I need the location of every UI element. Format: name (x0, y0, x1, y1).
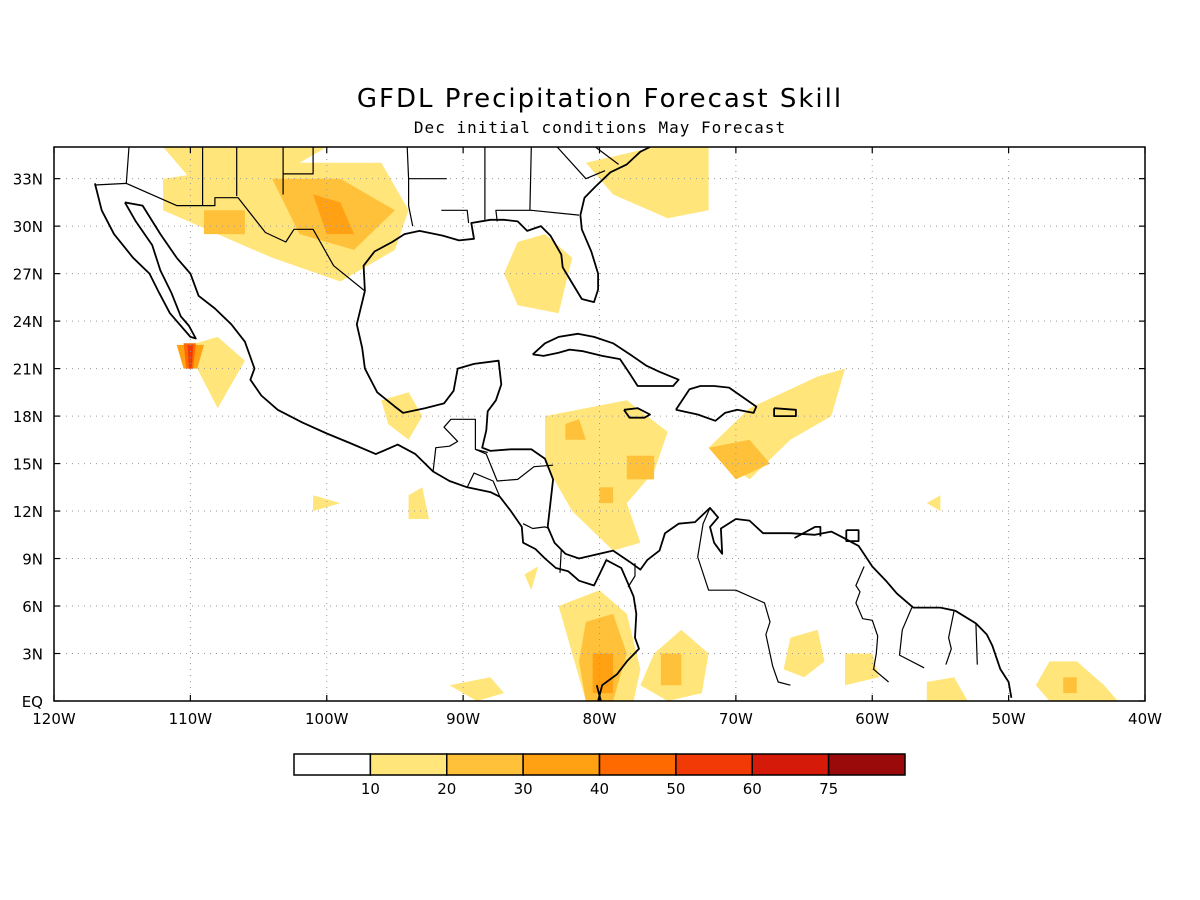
colorbar-label: 20 (437, 780, 456, 798)
skill-contours (163, 147, 1118, 701)
map-title: GFDL Precipitation Forecast Skill (356, 84, 844, 114)
skill-region-level-1 (313, 495, 341, 512)
lat-tick-label: EQ (22, 693, 43, 711)
skill-region-level-1 (449, 677, 504, 701)
colorbar-swatch (446, 753, 524, 776)
lon-tick-label: 90W (446, 710, 480, 728)
skill-region-level-2 (660, 653, 682, 686)
coastline (595, 684, 602, 701)
lat-tick-label: 3N (22, 646, 43, 664)
lat-tick-label: 18N (13, 408, 43, 426)
coastline (94, 183, 197, 340)
map-axes: 120W 110W 100W 90W 80W 70W 60W 50W 40W EQ 3N 6N 9N 12… (13, 147, 1162, 728)
lon-tick-label: 40W (1128, 710, 1162, 728)
colorbar-swatch (751, 753, 830, 776)
skill-region-level-2 (708, 439, 770, 480)
lat-tick-label: 15N (13, 456, 43, 474)
colorbar-label: 60 (743, 780, 762, 798)
border-line (522, 523, 550, 530)
colorbar-label: 40 (590, 780, 609, 798)
border-line (475, 448, 554, 482)
skill-region-level-2 (1063, 677, 1077, 694)
coastline (355, 290, 1013, 698)
border-line (466, 472, 501, 498)
border-line (975, 623, 978, 665)
lon-tick-label: 100W (305, 710, 349, 728)
lat-tick-label: 24N (13, 313, 43, 331)
lon-tick-label: 80W (583, 710, 617, 728)
colorbar-swatch (675, 753, 753, 776)
colorbar-swatch (827, 753, 906, 776)
coastline (675, 385, 758, 422)
lon-tick-label: 50W (992, 710, 1026, 728)
skill-region-level-5 (187, 344, 194, 369)
political-borders (94, 147, 978, 686)
coastline (623, 407, 651, 419)
lat-tick-label: 9N (22, 551, 43, 569)
border-line (94, 182, 366, 292)
skill-region-level-1 (408, 487, 429, 519)
map-gridlines (54, 147, 1145, 701)
border-line (945, 610, 955, 665)
coastline (124, 201, 640, 701)
skill-region-level-2 (204, 210, 245, 235)
border-line (283, 147, 314, 175)
lat-tick-label: 12N (13, 503, 43, 521)
lon-tick-label: 70W (719, 710, 753, 728)
colorbar-swatch (293, 753, 372, 776)
coastline (773, 407, 797, 418)
border-line (432, 418, 488, 472)
coastlines (94, 147, 1013, 701)
lon-tick-label: 120W (32, 710, 76, 728)
skill-region-level-2 (626, 455, 655, 480)
lat-tick-label: 21N (13, 361, 43, 379)
coastline (362, 147, 651, 304)
skill-region-level-1 (585, 147, 709, 219)
skill-region-level-1 (845, 653, 880, 686)
coastline (532, 332, 680, 387)
colorbar-swatch (522, 753, 601, 776)
skill-region-level-1 (163, 147, 327, 179)
skill-region-level-2 (565, 419, 586, 440)
colorbar-label: 30 (514, 780, 533, 798)
skill-region-level-1 (926, 495, 941, 512)
skill-region-level-3 (313, 194, 354, 235)
colorbar-label: 10 (361, 780, 380, 798)
coastline (845, 529, 860, 542)
skill-region-level-3 (592, 653, 614, 694)
lon-tick-label: 60W (855, 710, 889, 728)
skill-region-level-2 (599, 487, 614, 504)
lat-tick-label: 6N (22, 598, 43, 616)
skill-region-level-1 (504, 234, 573, 314)
border-line (898, 607, 925, 669)
border-line (556, 147, 606, 180)
skill-region-level-1 (926, 677, 968, 701)
border-line (697, 507, 791, 686)
colorbar-label: 75 (819, 780, 838, 798)
lon-tick-label: 110W (169, 710, 213, 728)
border-line (406, 147, 414, 227)
border-line (441, 209, 470, 224)
skill-region-level-1 (190, 336, 245, 409)
border-line (531, 209, 580, 216)
lat-tick-label: 30N (13, 218, 43, 236)
border-line (627, 563, 636, 588)
colorbar-label: 50 (666, 780, 685, 798)
colorbar: 10 20 30 40 50 60 75 (293, 753, 906, 798)
map-subtitle: Dec initial conditions May Forecast (413, 118, 787, 137)
skill-region-level-1 (524, 566, 539, 591)
colorbar-swatch (598, 753, 677, 776)
coastline (794, 526, 822, 539)
lat-tick-label: 33N (13, 171, 43, 189)
border-line (125, 147, 130, 184)
border-line (855, 566, 889, 683)
lat-tick-label: 27N (13, 266, 43, 284)
colorbar-swatch (369, 753, 448, 776)
